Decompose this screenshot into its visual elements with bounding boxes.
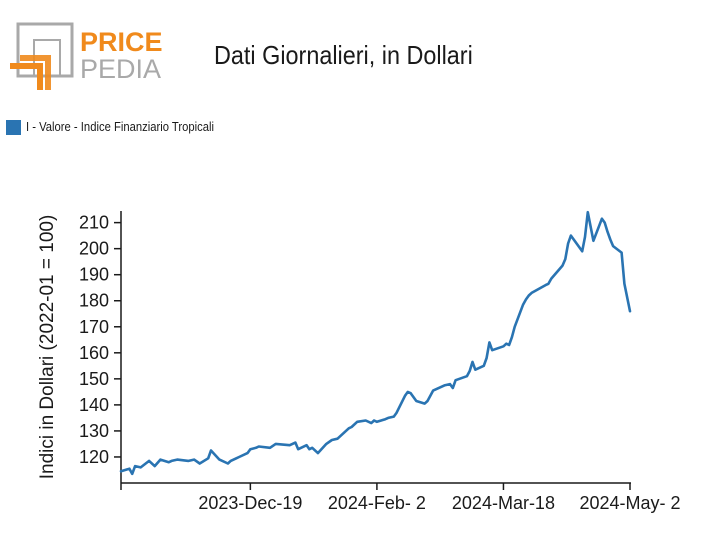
- logo-corner-orange-outer: [10, 63, 43, 90]
- x-tick-label: 2024-May- 2: [579, 493, 680, 513]
- legend[interactable]: I - Valore - Indice Finanziario Tropical…: [6, 119, 235, 135]
- y-tick-label: 190: [79, 265, 109, 285]
- x-tick-label: 2023-Dec-19: [198, 493, 302, 513]
- y-tick-label: 200: [79, 239, 109, 259]
- logo-word-pedia: PEDIA: [80, 54, 161, 84]
- chart-title: Dati Giornalieri, in Dollari: [214, 40, 473, 70]
- y-tick-label: 140: [79, 395, 109, 415]
- logo-corner-orange-inner: [20, 55, 51, 90]
- legend-swatch: [6, 119, 21, 135]
- y-tick-label: 160: [79, 343, 109, 363]
- y-tick-label: 150: [79, 369, 109, 389]
- x-tick-label: 2024-Mar-18: [452, 493, 555, 513]
- y-tick-label: 210: [79, 213, 109, 233]
- y-tick-label: 120: [79, 447, 109, 467]
- x-axis: 2023-Dec-19 2024-Feb- 2 2024-Mar-18 2024-Ma…: [120, 482, 681, 513]
- legend-label: I - Valore - Indice Finanziario Tropical…: [26, 120, 215, 134]
- series-layer: [119, 210, 632, 476]
- y-tick-label: 180: [79, 291, 109, 311]
- y-axis: 120 130 140 150 160 170 180 190 200 210: [79, 211, 122, 483]
- y-tick-label: 170: [79, 317, 109, 337]
- x-tick-label: 2024-Feb- 2: [328, 493, 426, 513]
- y-axis-title: Indici in Dollari (2022-01 = 100): [37, 215, 58, 480]
- logo-word-price: PRICE: [80, 27, 163, 57]
- series-line-0: [119, 210, 632, 476]
- pricepedia-logo: PRICE PEDIA: [10, 22, 163, 90]
- y-tick-label: 130: [79, 421, 109, 441]
